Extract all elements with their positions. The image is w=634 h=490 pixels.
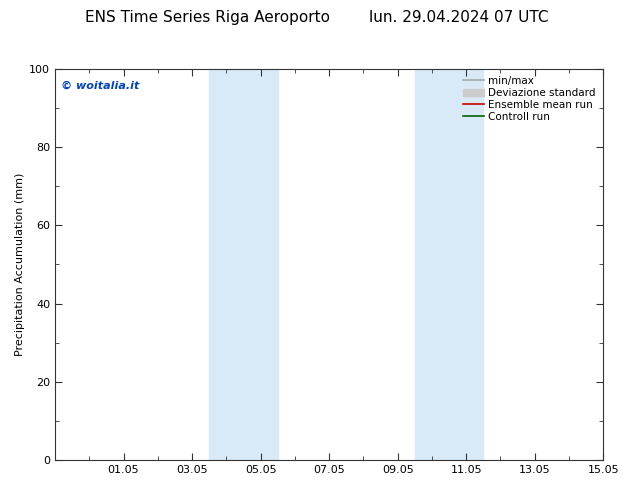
Text: ENS Time Series Riga Aeroporto        lun. 29.04.2024 07 UTC: ENS Time Series Riga Aeroporto lun. 29.0… <box>85 10 549 25</box>
Text: © woitalia.it: © woitalia.it <box>60 80 139 90</box>
Legend: min/max, Deviazione standard, Ensemble mean run, Controll run: min/max, Deviazione standard, Ensemble m… <box>462 74 598 124</box>
Bar <box>243 69 278 460</box>
Bar <box>415 69 449 460</box>
Bar <box>209 69 243 460</box>
Y-axis label: Precipitation Accumulation (mm): Precipitation Accumulation (mm) <box>15 172 25 356</box>
Bar <box>449 69 483 460</box>
